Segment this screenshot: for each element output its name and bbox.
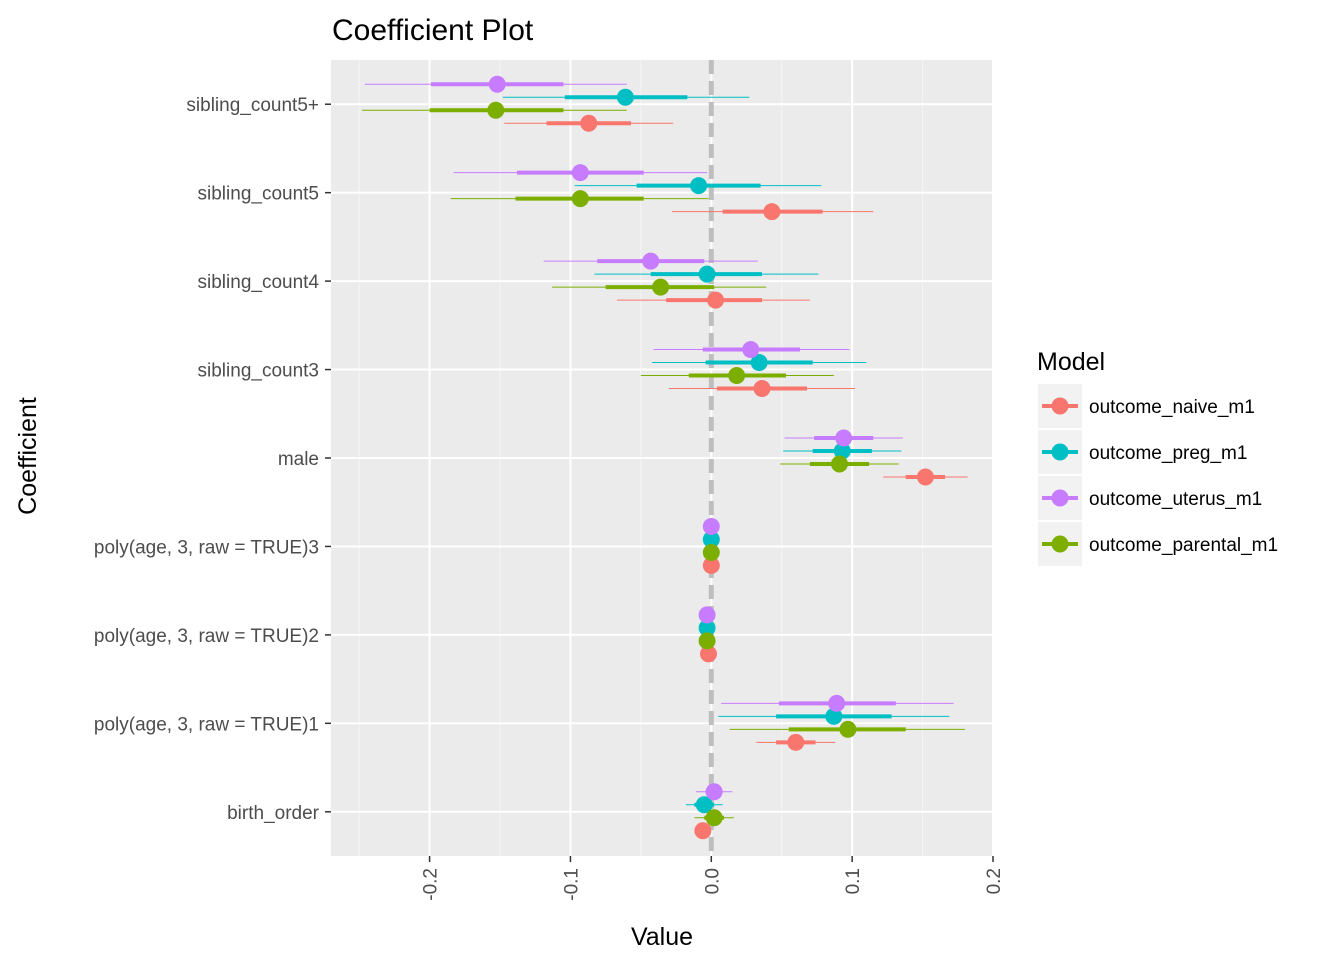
- estimate-point: [828, 694, 846, 712]
- x-tick-label: -0.1: [561, 868, 582, 901]
- estimate-point: [705, 783, 723, 801]
- estimate-point: [487, 101, 505, 119]
- estimate-point: [753, 380, 771, 398]
- estimate-point: [698, 619, 716, 637]
- estimate-point: [488, 75, 506, 93]
- series-outcome_naive_m1: [504, 114, 968, 840]
- estimate-point: [652, 278, 670, 296]
- series-outcome_uterus_m1: [364, 75, 954, 801]
- y-axis: sibling_count5+ sibling_count5 sibling_cou…: [94, 95, 331, 824]
- y-axis-title: Coefficient: [14, 397, 42, 515]
- series-outcome_preg_m1: [502, 88, 950, 814]
- estimate-point: [702, 530, 720, 548]
- x-axis-title: Value: [631, 923, 693, 951]
- estimate-point: [642, 252, 660, 270]
- estimate-point: [702, 556, 720, 574]
- estimate-point: [699, 645, 717, 663]
- chart-title: Coefficient Plot: [332, 14, 534, 47]
- estimate-point: [616, 88, 634, 106]
- estimate-point: [702, 517, 720, 535]
- estimate-point: [705, 809, 723, 827]
- estimate-point: [839, 720, 857, 738]
- estimate-point: [707, 291, 725, 309]
- estimate-point: [571, 190, 589, 208]
- legend-key-point: [1051, 397, 1069, 415]
- estimate-point: [580, 114, 598, 132]
- estimate-point: [750, 354, 768, 372]
- y-tick-label: sibling_count5: [198, 184, 319, 205]
- y-tick-label: male: [278, 449, 319, 470]
- estimate-point: [728, 367, 746, 385]
- legend-key-point: [1051, 489, 1069, 507]
- x-axis: -0.2 -0.1 0.0 0.1 0.2: [421, 856, 1005, 901]
- estimate-point: [916, 468, 934, 486]
- estimate-point: [698, 632, 716, 650]
- x-tick-label: -0.2: [421, 868, 442, 901]
- x-tick-label: 0.2: [984, 868, 1005, 894]
- estimate-point: [694, 822, 712, 840]
- y-tick-label: poly(age, 3, raw = TRUE)3: [94, 537, 319, 558]
- legend-title: Model: [1037, 348, 1105, 376]
- estimate-point: [787, 733, 805, 751]
- legend-key-point: [1051, 443, 1069, 461]
- estimate-point: [698, 606, 716, 624]
- legend-label: outcome_uterus_m1: [1089, 489, 1262, 510]
- y-tick-label: sibling_count4: [198, 272, 320, 293]
- legend-label: outcome_preg_m1: [1089, 443, 1247, 464]
- estimate-point: [690, 177, 708, 195]
- y-tick-label: sibling_count3: [198, 361, 319, 382]
- estimate-point: [571, 164, 589, 182]
- estimate-point: [763, 203, 781, 221]
- estimate-point: [833, 442, 851, 460]
- series-outcome_parental_m1: [361, 101, 965, 827]
- y-tick-label: poly(age, 3, raw = TRUE)1: [94, 714, 319, 735]
- y-tick-label: birth_order: [227, 803, 320, 824]
- estimate-point: [742, 341, 760, 359]
- x-tick-label: 0.0: [702, 868, 723, 894]
- coefficient-marks: [361, 75, 968, 840]
- y-tick-label: poly(age, 3, raw = TRUE)2: [94, 626, 319, 647]
- estimate-point: [825, 707, 843, 725]
- estimate-point: [695, 796, 713, 814]
- x-tick-label: 0.1: [843, 868, 864, 894]
- legend-label: outcome_parental_m1: [1089, 535, 1278, 556]
- estimate-point: [835, 429, 853, 447]
- legend-key-point: [1051, 535, 1069, 553]
- estimate-point: [698, 265, 716, 283]
- y-tick-label: sibling_count5+: [186, 95, 319, 116]
- legend: Model outcome_naive_m1 outcome_preg_m1out…: [1037, 348, 1278, 566]
- estimate-point: [702, 543, 720, 561]
- estimate-point: [830, 455, 848, 473]
- legend-label: outcome_naive_m1: [1089, 397, 1255, 418]
